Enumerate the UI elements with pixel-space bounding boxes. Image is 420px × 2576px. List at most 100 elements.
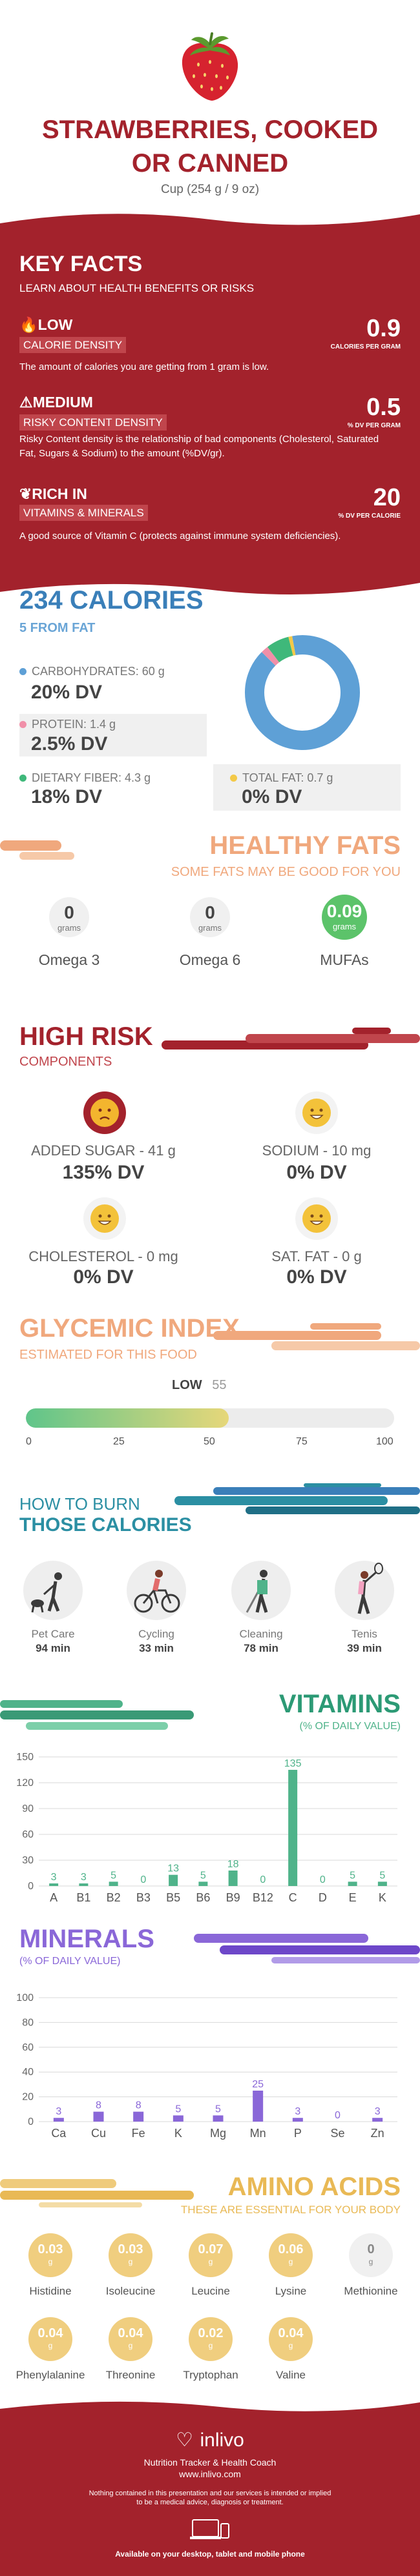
bar-k — [173, 2115, 184, 2122]
risk-stripes — [162, 1028, 420, 1050]
y-tick-label: 60 — [22, 1829, 34, 1840]
wave-bottom — [0, 576, 420, 594]
amino-bubble: 0.04 g — [28, 2317, 72, 2361]
y-tick-label: 120 — [16, 1778, 34, 1789]
data-label: 8 — [136, 2100, 142, 2111]
y-tick-label: 80 — [22, 2017, 34, 2028]
heart-logo-icon: ♡ — [176, 2429, 194, 2451]
x-tick-label: Se — [330, 2127, 344, 2140]
x-tick-label: B5 — [166, 1891, 180, 1904]
fact-1-level: 🔥LOW — [19, 316, 73, 333]
minerals-stripes — [194, 1934, 420, 1963]
bar-c — [288, 1770, 298, 1886]
fat-value: 0% DV — [242, 786, 302, 807]
amino-bubble: 0.03 g — [109, 2233, 152, 2277]
omega6-bubble: 0 grams — [190, 897, 230, 937]
amino-name: Isoleucine — [105, 2285, 156, 2297]
burn-stripes — [174, 1483, 420, 1514]
calories-from-fat: 5 FROM FAT — [19, 621, 96, 635]
data-label: 0 — [260, 1874, 266, 1885]
y-tick-label: 20 — [22, 2092, 34, 2103]
sodium-label: SODIUM - 10 mg — [262, 1142, 372, 1159]
glycemic-level: LOW — [172, 1378, 202, 1392]
calories-donut-chart — [245, 635, 360, 750]
glycemic-tick: 25 — [113, 1436, 125, 1447]
minerals-bar-chart: 0 20 40 60 80 100 3 Ca 8 Cu 8 Fe 5 K 5 Mg 25 Mn 3 P 0 Se 3 Zn — [16, 1993, 397, 2140]
footer-tagline: Nutrition Tracker & Health Coach — [143, 2457, 277, 2468]
donut-slice-carbohydrates — [245, 635, 360, 750]
donut-slice-dietary-fiber — [267, 636, 294, 663]
key-facts-section: KEY FACTS LEARN ABOUT HEALTH BENEFITS OR… — [0, 232, 420, 578]
amino-bubble: 0.04 g — [109, 2317, 152, 2361]
x-tick-label: K — [174, 2127, 182, 2140]
bar-p — [292, 2118, 303, 2122]
mufas-name: MUFAs — [320, 951, 369, 968]
x-tick-label: B12 — [253, 1891, 273, 1904]
sugar-value: 135% DV — [62, 1162, 145, 1183]
footer-available: Available on your desktop, tablet and mo… — [115, 2550, 305, 2559]
bar-a — [49, 1883, 59, 1886]
bar-b2 — [109, 1881, 118, 1886]
vitamins-subtitle: (% OF DAILY VALUE) — [299, 1721, 401, 1732]
serving-size: Cup (254 g / 9 oz) — [160, 183, 260, 196]
glycemic-ticks: 0 25 50 75 100 — [26, 1436, 394, 1449]
footer-url[interactable]: www.inlivo.com — [179, 2469, 241, 2479]
amino-name: Lysine — [275, 2285, 307, 2297]
omega6-unit: grams — [198, 923, 222, 933]
amino-bubble: 0.04 g — [269, 2317, 313, 2361]
omega6-value: 0 — [205, 902, 215, 922]
warning-icon: ⚠ — [19, 394, 33, 411]
data-label: 5 — [175, 2104, 181, 2115]
x-tick-label: Zn — [371, 2127, 384, 2140]
y-tick-label: 0 — [28, 2116, 34, 2127]
sugar-label: ADDED SUGAR - 41 g — [31, 1142, 176, 1159]
fact-1-label: CALORIE DENSITY — [19, 337, 127, 353]
footer-disclaimer2: to be a medical advice, diagnosis or tre… — [136, 2499, 284, 2506]
y-tick-label: 60 — [22, 2042, 34, 2053]
fact-3-caption: % DV PER CALORIE — [338, 512, 401, 520]
bar-k — [377, 1881, 387, 1886]
minerals-subtitle: (% OF DAILY VALUE) — [19, 1956, 121, 1967]
mufas-unit: grams — [332, 922, 357, 931]
data-label: 0 — [335, 2110, 341, 2121]
amino-name: Histidine — [29, 2285, 72, 2297]
mufas-bubble: 0.09 grams — [322, 895, 367, 940]
glycemic-title: GLYCEMIC INDEX — [19, 1314, 240, 1343]
bar-e — [348, 1881, 357, 1886]
risk-title: HIGH RISK — [19, 1022, 153, 1051]
carbs-label: CARBOHYDRATES: 60 g — [19, 665, 165, 678]
glycemic-tick: 0 — [26, 1436, 32, 1447]
glycemic-fill — [26, 1408, 229, 1428]
data-label: 3 — [375, 2106, 381, 2117]
fact-2-label: RISKY CONTENT DENSITY — [19, 414, 167, 431]
data-label: 0 — [140, 1874, 146, 1885]
protein-label: PROTEIN: 1.4 g — [19, 718, 116, 731]
vitamins-title: VITAMINS — [278, 1690, 401, 1718]
data-label: 18 — [227, 1859, 239, 1870]
bar-b5 — [169, 1874, 178, 1886]
fact-2-level: ⚠MEDIUM — [19, 394, 93, 411]
footer-disclaimer1: Nothing contained in this presentation a… — [89, 2490, 331, 2497]
smile-face-icon — [295, 1091, 338, 1134]
x-tick-label: B2 — [107, 1891, 121, 1904]
vitamins-stripes — [0, 1700, 194, 1730]
title-line2: OR CANNED — [131, 149, 289, 177]
x-tick-label: B9 — [226, 1891, 240, 1904]
minerals-title: MINERALS — [19, 1925, 154, 1953]
carbs-value: 20% DV — [31, 682, 103, 703]
donut-slice-total-fat — [288, 636, 296, 656]
header: STRAWBERRIES, COOKED OR CANNED Cup (254 … — [0, 0, 420, 213]
smile-face-icon — [83, 1197, 126, 1240]
strawberry-icon — [182, 32, 238, 101]
fact-3-label: VITAMINS & MINERALS — [19, 505, 148, 521]
burn-pet-care-name: Pet Care — [31, 1628, 75, 1640]
y-tick-label: 150 — [16, 1752, 34, 1763]
data-label: 3 — [51, 1872, 57, 1883]
amino-name: Valine — [276, 2369, 306, 2381]
satfat-label: SAT. FAT - 0 g — [271, 1248, 362, 1264]
bar-cu — [93, 2111, 104, 2122]
fact-3-level: ❦RICH IN — [19, 485, 87, 502]
x-tick-label: Cu — [91, 2127, 106, 2140]
y-tick-label: 90 — [22, 1803, 34, 1814]
